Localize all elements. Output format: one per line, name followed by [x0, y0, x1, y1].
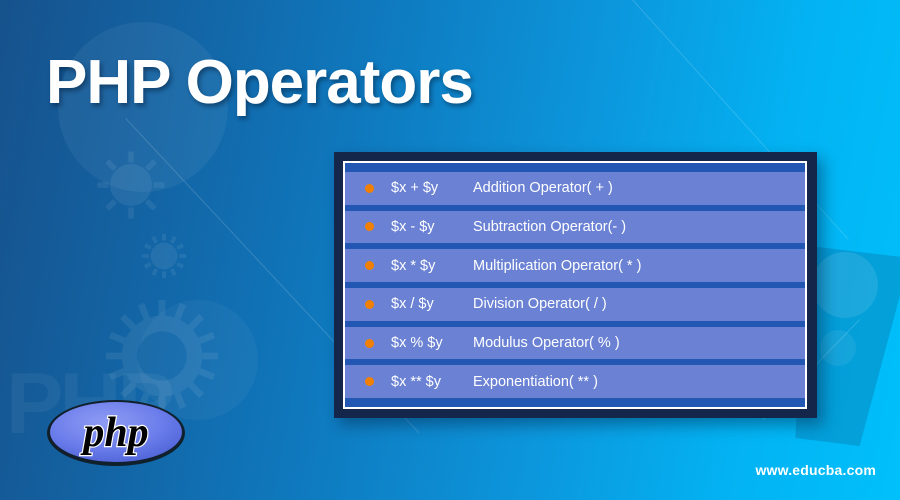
background-circle-decoration: [812, 252, 878, 318]
table-row[interactable]: $x ** $y Exponentiation( ** ): [345, 365, 805, 399]
operator-description: Exponentiation( ** ): [473, 373, 598, 390]
page-title: PHP Operators: [46, 48, 474, 117]
operator-expression: $x + $y: [391, 180, 439, 197]
operator-expression: $x ** $y: [391, 373, 441, 390]
operators-table-body: $x + $y Addition Operator( + ) $x - $y S…: [343, 161, 807, 409]
gear-icon: [96, 150, 166, 220]
operator-expression: $x - $y: [391, 218, 435, 235]
operator-expression: $x / $y: [391, 296, 434, 313]
operators-table: $x + $y Addition Operator( + ) $x - $y S…: [334, 152, 817, 418]
operator-description: Division Operator( / ): [473, 296, 607, 313]
operator-description: Addition Operator( + ): [473, 180, 613, 197]
table-row[interactable]: $x * $y Multiplication Operator( * ): [345, 249, 805, 282]
dot-icon: [365, 377, 374, 387]
dot-icon: [365, 222, 374, 232]
site-url[interactable]: www.educba.com: [755, 462, 876, 478]
dot-icon: [365, 338, 374, 348]
background-circle-decoration: [820, 330, 856, 366]
table-row[interactable]: $x - $y Subtraction Operator(- ): [345, 210, 805, 244]
operator-description: Modulus Operator( % ): [473, 335, 620, 351]
dot-icon: [365, 183, 374, 193]
operator-expression: $x % $y: [391, 335, 443, 351]
table-row[interactable]: $x + $y Addition Operator( + ): [345, 171, 805, 205]
operator-expression: $x * $y: [391, 257, 436, 274]
operator-description: Subtraction Operator(- ): [473, 218, 627, 235]
dot-icon: [365, 299, 374, 309]
table-row[interactable]: $x % $y Modulus Operator( % ): [345, 326, 805, 360]
php-logo: php: [46, 398, 186, 468]
gear-icon: [106, 300, 218, 412]
gear-icon: [140, 232, 188, 280]
dot-icon: [365, 261, 374, 271]
table-row[interactable]: $x / $y Division Operator( / ): [345, 288, 805, 321]
operator-description: Multiplication Operator( * ): [473, 257, 642, 274]
php-logo-text: php: [80, 410, 148, 456]
